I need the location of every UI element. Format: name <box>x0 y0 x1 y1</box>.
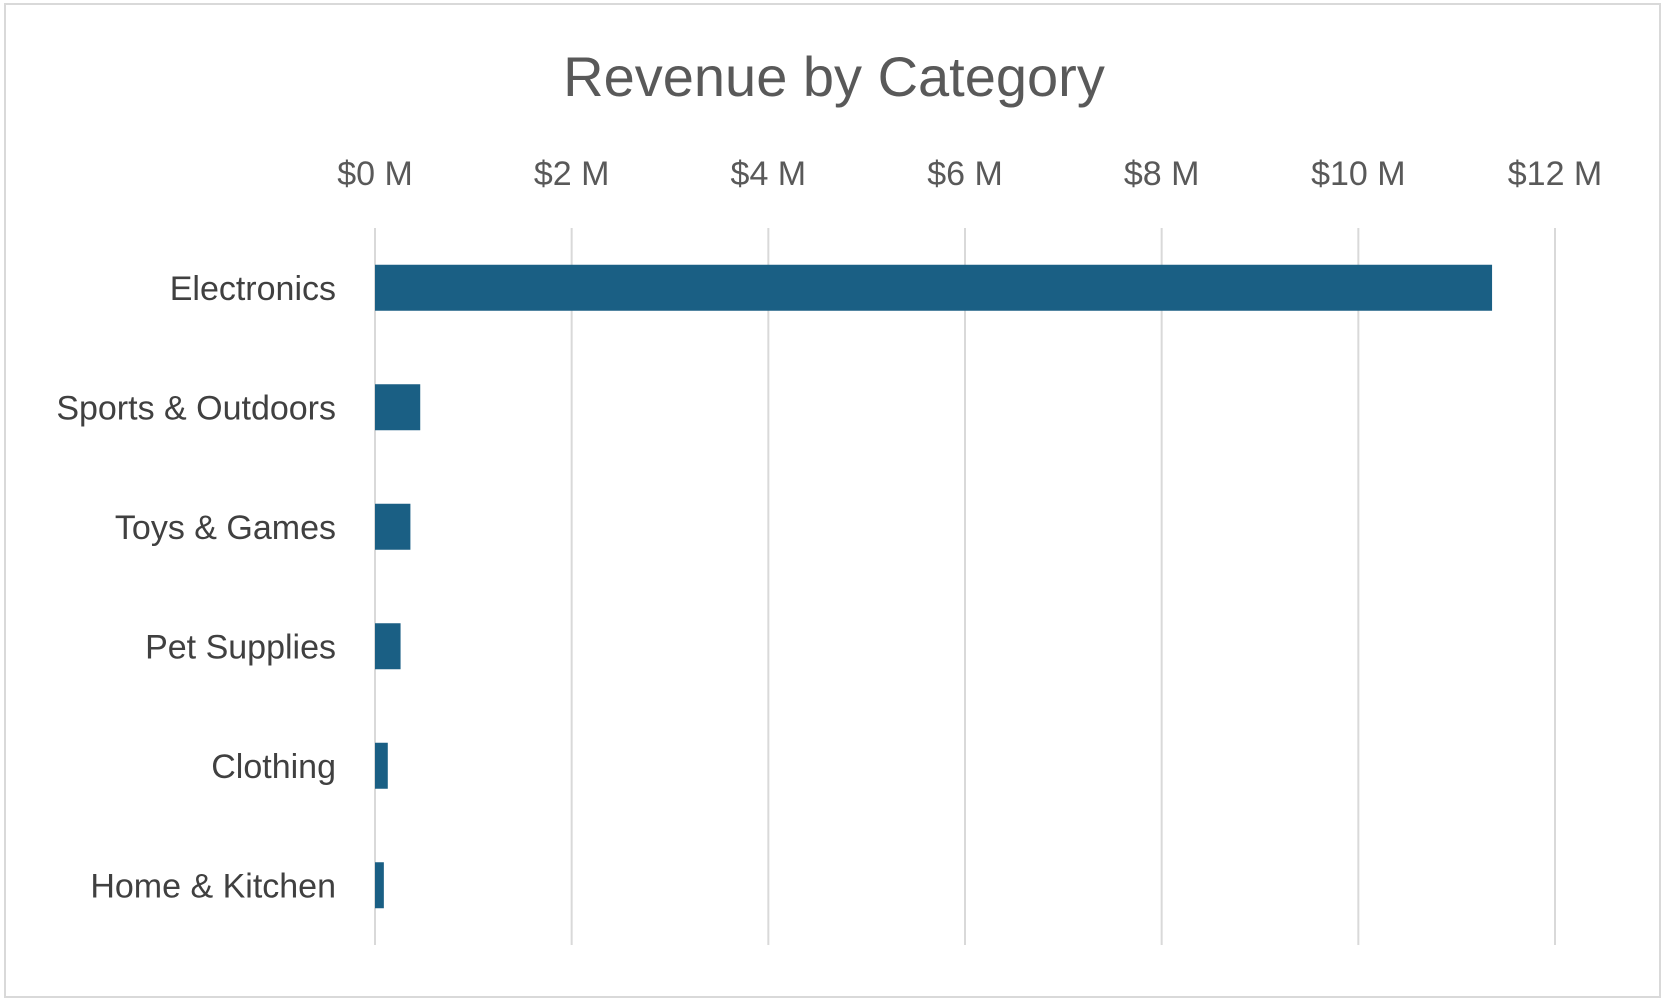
bar <box>375 862 384 909</box>
x-tick-label: $6 M <box>927 155 1003 193</box>
x-tick-label: $4 M <box>731 155 807 193</box>
category-label: Sports & Outdoors <box>56 389 336 427</box>
category-label: Home & Kitchen <box>90 867 336 905</box>
chart-frame <box>4 3 1661 998</box>
category-labels: Electronics Sports & Outdoors Toys & Games… <box>56 270 336 906</box>
gridlines <box>374 228 1556 945</box>
chart-title: Revenue by Category <box>563 45 1105 108</box>
bars <box>375 264 1493 909</box>
x-axis-tick-labels: $0 M $2 M $4 M $6 M $8 M $10 M $12 M <box>337 155 1602 193</box>
category-label: Toys & Games <box>115 509 336 547</box>
bar <box>375 264 1493 311</box>
x-tick-label: $0 M <box>337 155 413 193</box>
x-tick-label: $8 M <box>1124 155 1200 193</box>
x-tick-label: $10 M <box>1311 155 1406 193</box>
bar <box>375 742 388 789</box>
x-tick-label: $2 M <box>534 155 610 193</box>
category-label: Electronics <box>170 270 336 308</box>
category-label: Pet Supplies <box>145 628 336 666</box>
category-label: Clothing <box>211 748 336 786</box>
bar <box>375 384 421 431</box>
x-tick-label: $12 M <box>1508 155 1603 193</box>
bar <box>375 623 401 670</box>
bar <box>375 503 411 550</box>
